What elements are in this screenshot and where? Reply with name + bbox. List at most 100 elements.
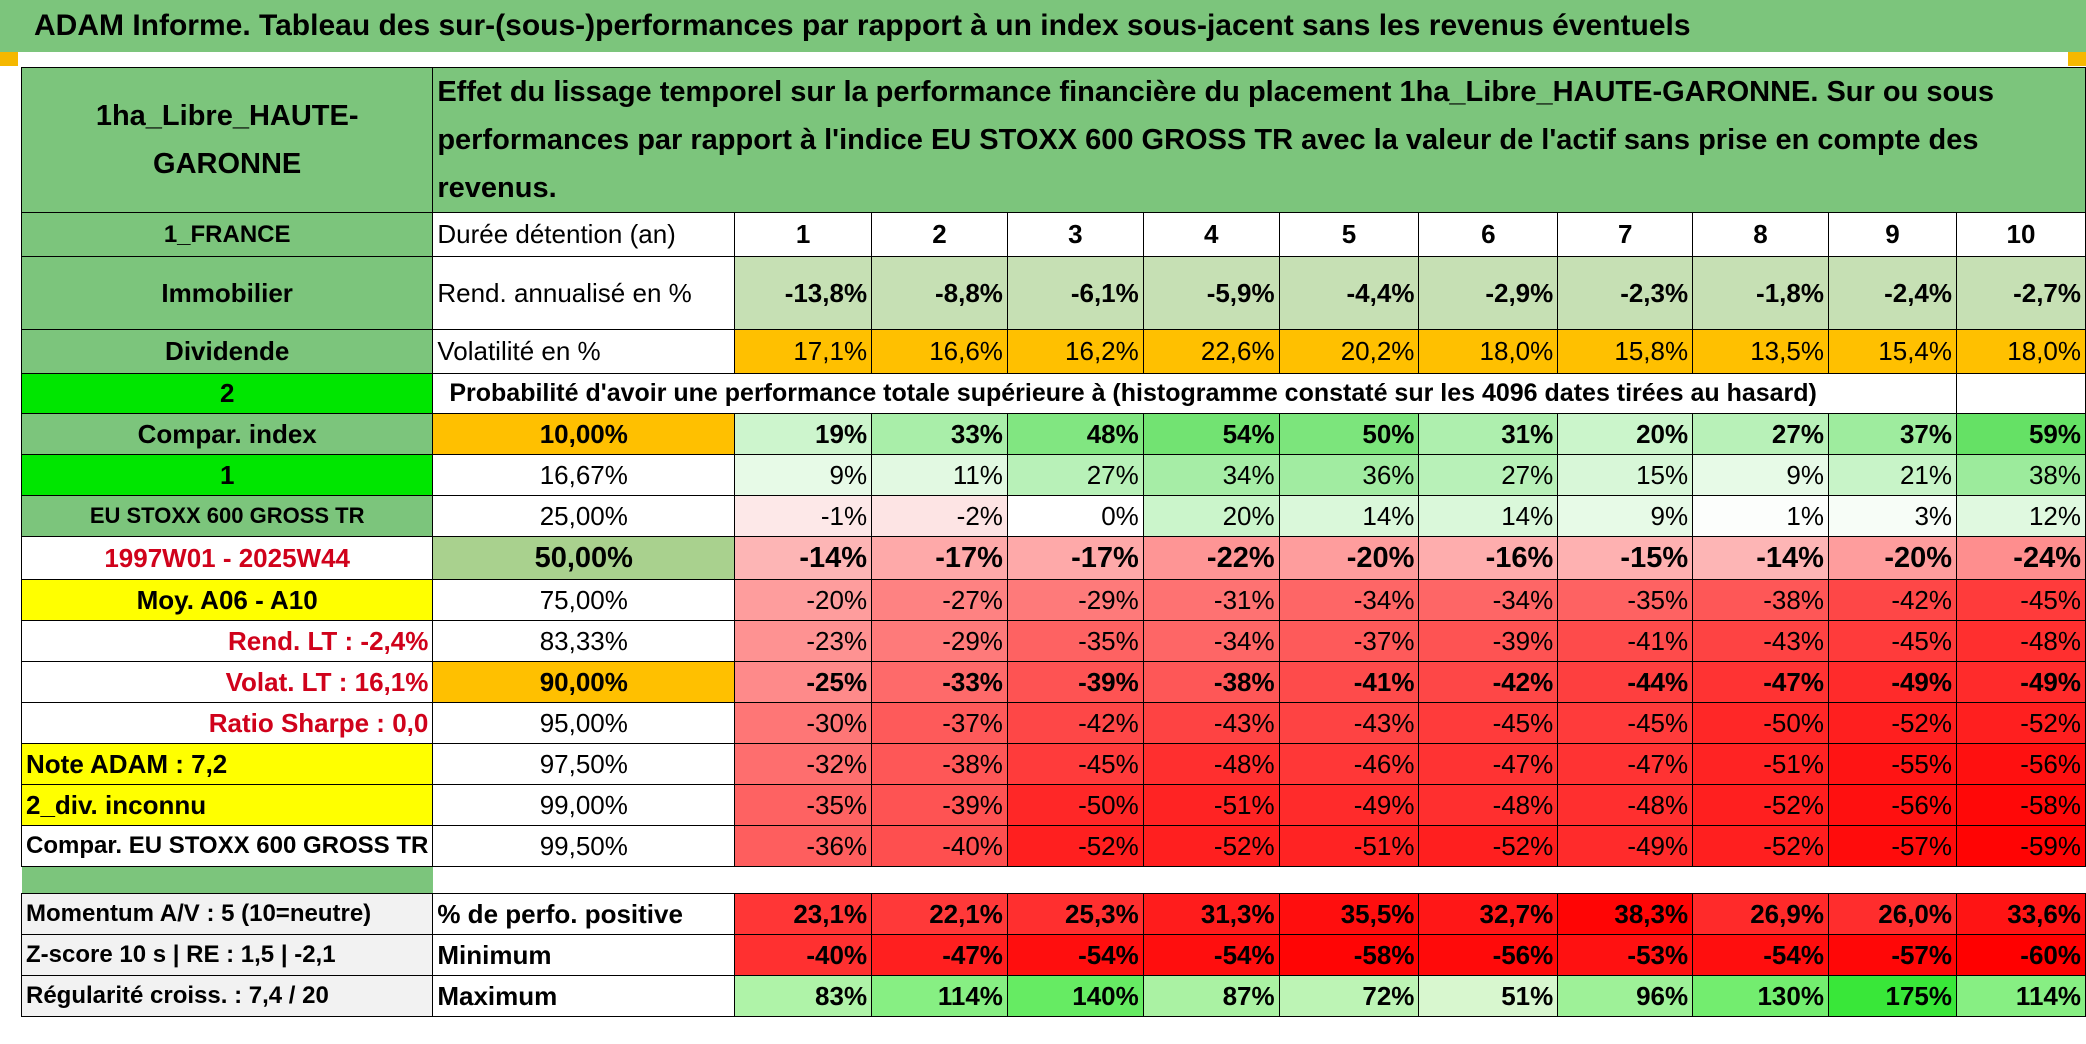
min-cell: -53% [1557,934,1694,976]
vol-cell: 13,5% [1692,329,1829,374]
min-cell: -54% [1692,934,1829,976]
percentile-value-cell: -47% [1418,743,1559,785]
rend-cell: -2,4% [1827,256,1958,330]
percentile-value-cell: -34% [1278,579,1420,621]
percentile-value-cell: -41% [1557,620,1694,662]
duration-label: Durée détention (an) [432,212,736,257]
percentile-value-cell: -38% [1142,661,1280,703]
percentile-value-cell: -34% [1142,620,1280,662]
year-header: 1 [734,212,873,257]
percentile-value-cell: -37% [1278,620,1420,662]
moy-cell: Moy. A06 - A10 [20,579,434,621]
percentile-value-cell: 9% [1557,495,1694,537]
percentile-value-cell: 15% [1557,454,1694,496]
percentile-value-cell: -25% [734,661,873,703]
percentile-value-cell: 48% [1006,413,1144,455]
year-header: 9 [1827,212,1958,257]
description-cell: Effet du lissage temporel sur la perform… [432,67,2086,213]
percentile-cell: 99,00% [432,784,736,826]
pos-cell: 26,0% [1827,893,1958,935]
rend-cell: -4,4% [1278,256,1420,330]
spacer-cell [433,867,2086,894]
percentile-value-cell: -47% [1692,661,1829,703]
percentile-value-cell: 27% [1692,413,1829,455]
pos-cell: 38,3% [1557,893,1694,935]
percentile-value-cell: -45% [1557,702,1694,744]
vol-cell: 20,2% [1278,329,1420,374]
compar-code-cell: 2 [20,373,434,414]
percentile-value-cell: -50% [1006,784,1144,826]
percentile-cell: 50,00% [432,536,736,580]
percentile-value-cell: -55% [1827,743,1958,785]
empty-cell [1956,373,2086,414]
percentile-value-cell: -20% [734,579,873,621]
percentile-value-cell: 14% [1418,495,1559,537]
percentile-value-cell: -1% [734,495,873,537]
percentile-value-cell: 21% [1827,454,1958,496]
percentile-value-cell: 59% [1956,413,2086,455]
max-cell: 51% [1418,975,1559,1017]
max-cell: 87% [1142,975,1280,1017]
percentile-value-cell: -49% [1827,661,1958,703]
percentile-cell: 90,00% [432,661,736,703]
percentile-value-cell: -15% [1557,536,1694,580]
percentile-value-cell: -23% [734,620,873,662]
spacer-cell [21,866,433,894]
percentile-value-cell: -51% [1278,825,1420,867]
percentile-value-cell: -33% [871,661,1008,703]
percentile-value-cell: -49% [1956,661,2086,703]
percentile-value-cell: -42% [1418,661,1559,703]
percentile-value-cell: 33% [871,413,1008,455]
percentile-value-cell: -52% [1006,825,1144,867]
percentile-value-cell: -24% [1956,536,2086,580]
max-cell: 114% [1956,975,2086,1017]
percentile-value-cell: -16% [1418,536,1559,580]
vol-label: Volatilité en % [432,329,736,374]
income-type-cell: Dividende [20,329,434,374]
pos-cell: 23,1% [734,893,873,935]
percentile-value-cell: -17% [1006,536,1144,580]
compar-full-cell: Compar. EU STOXX 600 GROSS TR [20,825,434,867]
percentile-value-cell: -47% [1557,743,1694,785]
percentile-value-cell: -56% [1827,784,1958,826]
pos-cell: 33,6% [1956,893,2086,935]
percentile-value-cell: -43% [1142,702,1280,744]
vol-cell: 17,1% [734,329,873,374]
max-cell: 72% [1278,975,1420,1017]
percentile-value-cell: -38% [871,743,1008,785]
percentile-value-cell: 34% [1142,454,1280,496]
min-cell: -56% [1418,934,1559,976]
report-title: ADAM Informe. Tableau des sur-(sous-)per… [0,0,2086,52]
max-cell: 83% [734,975,873,1017]
prob-label: Probabilité d'avoir une performance tota… [432,373,1829,414]
percentile-value-cell: -52% [1956,702,2086,744]
percentile-value-cell: 1% [1692,495,1829,537]
year-header: 7 [1557,212,1694,257]
index-code-cell: 1 [20,454,434,496]
note-cell: Note ADAM : 7,2 [20,743,434,785]
min-label: Minimum [432,934,736,976]
percentile-value-cell: -38% [1692,579,1829,621]
year-header: 5 [1278,212,1420,257]
compar-index-cell: Compar. index [20,413,434,455]
percentile-value-cell: -14% [734,536,873,580]
min-cell: -40% [734,934,873,976]
percentile-value-cell: -49% [1557,825,1694,867]
max-label: Maximum [432,975,736,1017]
percentile-value-cell: -2% [871,495,1008,537]
percentile-value-cell: 9% [734,454,873,496]
percentile-value-cell: -31% [1142,579,1280,621]
percentile-value-cell: 20% [1557,413,1694,455]
percentile-value-cell: 38% [1956,454,2086,496]
percentile-cell: 10,00% [432,413,736,455]
percentile-value-cell: -45% [1827,620,1958,662]
min-cell: -47% [871,934,1008,976]
min-cell: -57% [1827,934,1958,976]
percentile-value-cell: -58% [1956,784,2086,826]
percentile-value-cell: -30% [734,702,873,744]
percentile-value-cell: 3% [1827,495,1958,537]
percentile-value-cell: -50% [1692,702,1829,744]
max-cell: 114% [871,975,1008,1017]
zscore-cell: Z-score 10 s | RE : 1,5 | -2,1 [20,934,434,976]
percentile-value-cell: -56% [1956,743,2086,785]
